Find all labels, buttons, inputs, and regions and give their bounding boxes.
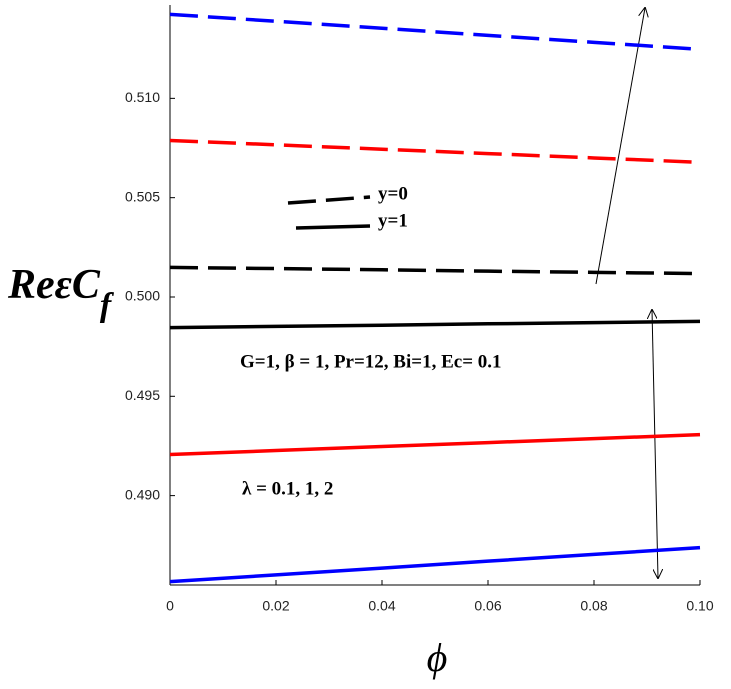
x-tick-label: 0.04: [368, 598, 395, 614]
line-series: [169, 545, 701, 584]
line-series: [169, 319, 701, 330]
y-axis-label: ReεCf: [7, 262, 115, 324]
x-axis-label: ϕ: [427, 635, 448, 680]
line-series: [169, 12, 701, 52]
y-label-sub: f: [100, 287, 115, 324]
annotation: λ = 0.1, 1, 2: [242, 478, 333, 499]
arrow: [595, 8, 645, 285]
x-tick-label: 0: [166, 598, 174, 614]
x-tick-label: 0.06: [474, 598, 501, 614]
legend-label: y=1: [378, 210, 408, 231]
y-tick-label: 0.505: [125, 188, 160, 204]
arrow: [652, 310, 658, 578]
line-series: [169, 265, 701, 276]
y-tick-label: 0.510: [125, 89, 160, 105]
y-label-main: ReεC: [7, 262, 101, 308]
line-series: [169, 432, 701, 457]
x-tick-label: 0.02: [262, 598, 289, 614]
annotation: G=1, β = 1, Pr=12, Bi=1, Ec= 0.1: [240, 351, 502, 372]
x-tick-label: 0.10: [686, 598, 713, 614]
line-series: [169, 138, 701, 165]
legend-swatch: [295, 224, 371, 230]
y-tick-label: 0.490: [125, 486, 160, 502]
y-tick-label: 0.495: [125, 387, 160, 403]
legend-label: y=0: [378, 183, 408, 204]
legend-swatch: [287, 195, 371, 205]
y-tick-label: 0.500: [125, 288, 160, 304]
x-tick-label: 0.08: [580, 598, 607, 614]
